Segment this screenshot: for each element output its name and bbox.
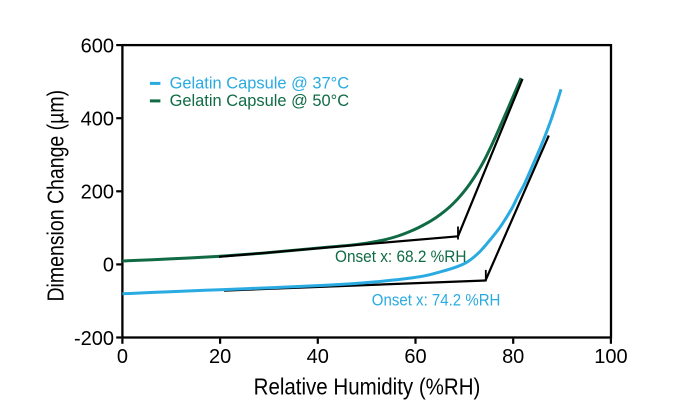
svg-text:600: 600	[81, 35, 114, 57]
svg-text:Onset x: 68.2 %RH: Onset x: 68.2 %RH	[335, 247, 467, 266]
svg-text:400: 400	[81, 109, 114, 131]
svg-text:Gelatin Capsule @ 50°C: Gelatin Capsule @ 50°C	[170, 91, 350, 110]
svg-text:100: 100	[594, 346, 627, 368]
svg-text:60: 60	[404, 346, 426, 368]
svg-text:20: 20	[209, 346, 231, 368]
svg-text:Relative Humidity (%RH): Relative Humidity (%RH)	[254, 373, 481, 399]
svg-text:200: 200	[81, 182, 114, 204]
svg-text:0: 0	[117, 346, 128, 368]
svg-text:-200: -200	[74, 328, 114, 350]
svg-text:Onset x: 74.2 %RH: Onset x: 74.2 %RH	[372, 291, 501, 310]
svg-text:Gelatin Capsule @ 37°C: Gelatin Capsule @ 37°C	[170, 73, 350, 92]
svg-text:40: 40	[307, 346, 329, 368]
svg-text:80: 80	[502, 346, 524, 368]
svg-text:0: 0	[103, 255, 114, 277]
svg-text:Dimension Change (µm): Dimension Change (µm)	[42, 90, 68, 302]
